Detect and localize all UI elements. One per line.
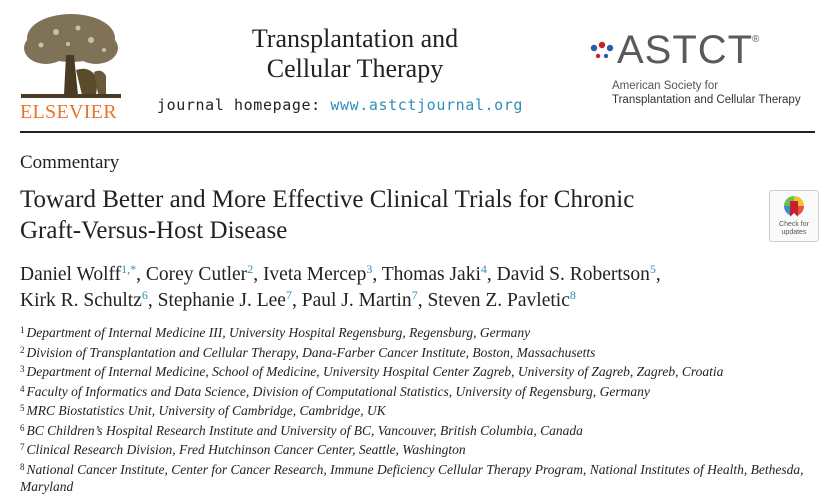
check-for-updates-label-line2: updates xyxy=(781,229,807,236)
elsevier-wordmark: ELSEVIER xyxy=(20,101,117,123)
author-affiliation-ref[interactable]: 4 xyxy=(480,262,487,276)
author-affiliation-ref[interactable]: 7 xyxy=(411,288,418,302)
author[interactable]: Thomas Jaki4 xyxy=(381,262,487,285)
astct-society-line1: American Society for xyxy=(612,80,719,92)
check-for-updates-icon xyxy=(784,196,804,217)
author-affiliation-ref[interactable]: 5 xyxy=(649,262,656,276)
affiliation-list: 1 Department of Internal Medicine III, Un… xyxy=(20,322,820,496)
author-affiliation-ref[interactable]: 8 xyxy=(569,288,576,302)
author[interactable]: Iveta Mercep3 xyxy=(262,262,373,285)
astct-society-line2: Transplantation and Cellular Therapy xyxy=(612,94,801,106)
author[interactable]: Kirk R. Schultz6 xyxy=(20,288,148,311)
author-affiliation-ref[interactable]: 1,* xyxy=(121,262,137,276)
journal-homepage: journal homepage: www.astctjournal.org xyxy=(157,96,523,114)
journal-title-line1: Transplantation and xyxy=(251,24,459,53)
author[interactable]: Paul J. Martin7 xyxy=(301,288,418,311)
article-title-line1: Toward Better and More Effective Clinica… xyxy=(20,186,635,213)
journal-header: ELSEVIER Transplantation and Cellular Th… xyxy=(0,0,835,132)
homepage-label: journal homepage: xyxy=(157,96,321,114)
astct-mark-icon xyxy=(590,41,614,59)
article-title: Toward Better and More Effective Clinica… xyxy=(20,184,740,246)
author-list: Daniel Wolff1,*, Corey Cutler2, Iveta Me… xyxy=(20,262,661,311)
check-for-updates-button[interactable]: Check for updates xyxy=(769,190,819,242)
elsevier-tree-logo-icon xyxy=(16,10,126,105)
affiliation-item: 5 MRC Biostatistics Unit, University of C… xyxy=(20,403,386,418)
affiliation-item: 6 BC Children’s Hospital Research Institu… xyxy=(20,422,583,438)
author[interactable]: Daniel Wolff1,* xyxy=(20,262,137,285)
author[interactable]: Stephanie J. Lee7 xyxy=(157,288,292,311)
author-affiliation-ref[interactable]: 6 xyxy=(141,288,148,302)
journal-title-line2: Cellular Therapy xyxy=(266,54,444,83)
header-divider xyxy=(20,131,815,133)
affiliation-item: 7 Clinical Research Division, Fred Hutchi… xyxy=(20,442,466,457)
affiliation-item: 8 National Cancer Institute, Center for C… xyxy=(20,461,804,495)
astct-society-name: American Society for Transplantation and… xyxy=(612,79,801,107)
affiliation-item: 3 Department of Internal Medicine, School… xyxy=(20,364,724,379)
affiliation-item: 4 Faculty of Informatics and Data Science… xyxy=(20,383,650,399)
astct-registered-mark: ® xyxy=(752,34,760,45)
homepage-link[interactable]: www.astctjournal.org xyxy=(330,96,523,114)
author[interactable]: Corey Cutler2 xyxy=(145,262,254,285)
article-title-line2: Graft-Versus-Host Disease xyxy=(20,217,288,244)
author-affiliation-ref[interactable]: 2 xyxy=(247,262,254,276)
astct-wordmark: ASTCT xyxy=(617,28,754,72)
journal-title[interactable]: Transplantation and Cellular Therapy xyxy=(195,24,515,84)
affiliation-item: 2 Division of Transplantation and Cellula… xyxy=(20,344,596,360)
article-type: Commentary xyxy=(20,152,120,173)
affiliation-item: 1 Department of Internal Medicine III, Un… xyxy=(20,325,531,340)
author[interactable]: David S. Robertson5 xyxy=(496,262,656,285)
check-for-updates-label-line1: Check for xyxy=(779,221,809,228)
author-affiliation-ref[interactable]: 3 xyxy=(366,262,373,276)
author[interactable]: Steven Z. Pavletic8 xyxy=(427,288,576,311)
author-affiliation-ref[interactable]: 7 xyxy=(285,288,292,302)
